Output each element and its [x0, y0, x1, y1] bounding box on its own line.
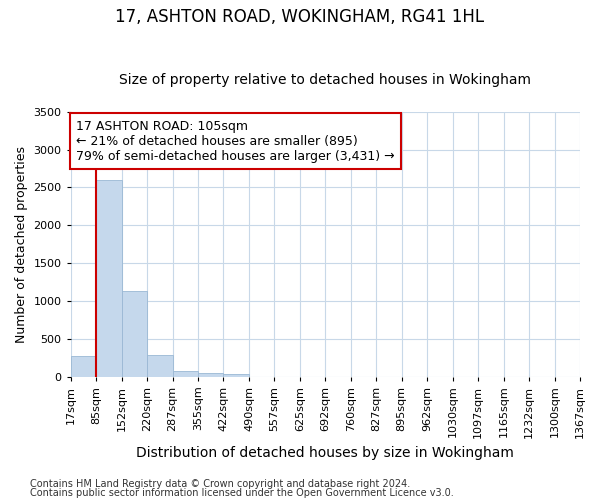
Text: Contains public sector information licensed under the Open Government Licence v3: Contains public sector information licen… — [30, 488, 454, 498]
Bar — [71, 356, 96, 376]
Text: 17 ASHTON ROAD: 105sqm
← 21% of detached houses are smaller (895)
79% of semi-de: 17 ASHTON ROAD: 105sqm ← 21% of detached… — [76, 120, 394, 162]
Text: Contains HM Land Registry data © Crown copyright and database right 2024.: Contains HM Land Registry data © Crown c… — [30, 479, 410, 489]
X-axis label: Distribution of detached houses by size in Wokingham: Distribution of detached houses by size … — [136, 446, 514, 460]
Bar — [198, 373, 223, 376]
Bar — [173, 370, 198, 376]
Bar — [223, 374, 249, 376]
Title: Size of property relative to detached houses in Wokingham: Size of property relative to detached ho… — [119, 73, 532, 87]
Bar — [147, 356, 173, 376]
Bar — [122, 291, 147, 376]
Bar — [96, 180, 122, 376]
Text: 17, ASHTON ROAD, WOKINGHAM, RG41 1HL: 17, ASHTON ROAD, WOKINGHAM, RG41 1HL — [115, 8, 485, 26]
Y-axis label: Number of detached properties: Number of detached properties — [15, 146, 28, 342]
